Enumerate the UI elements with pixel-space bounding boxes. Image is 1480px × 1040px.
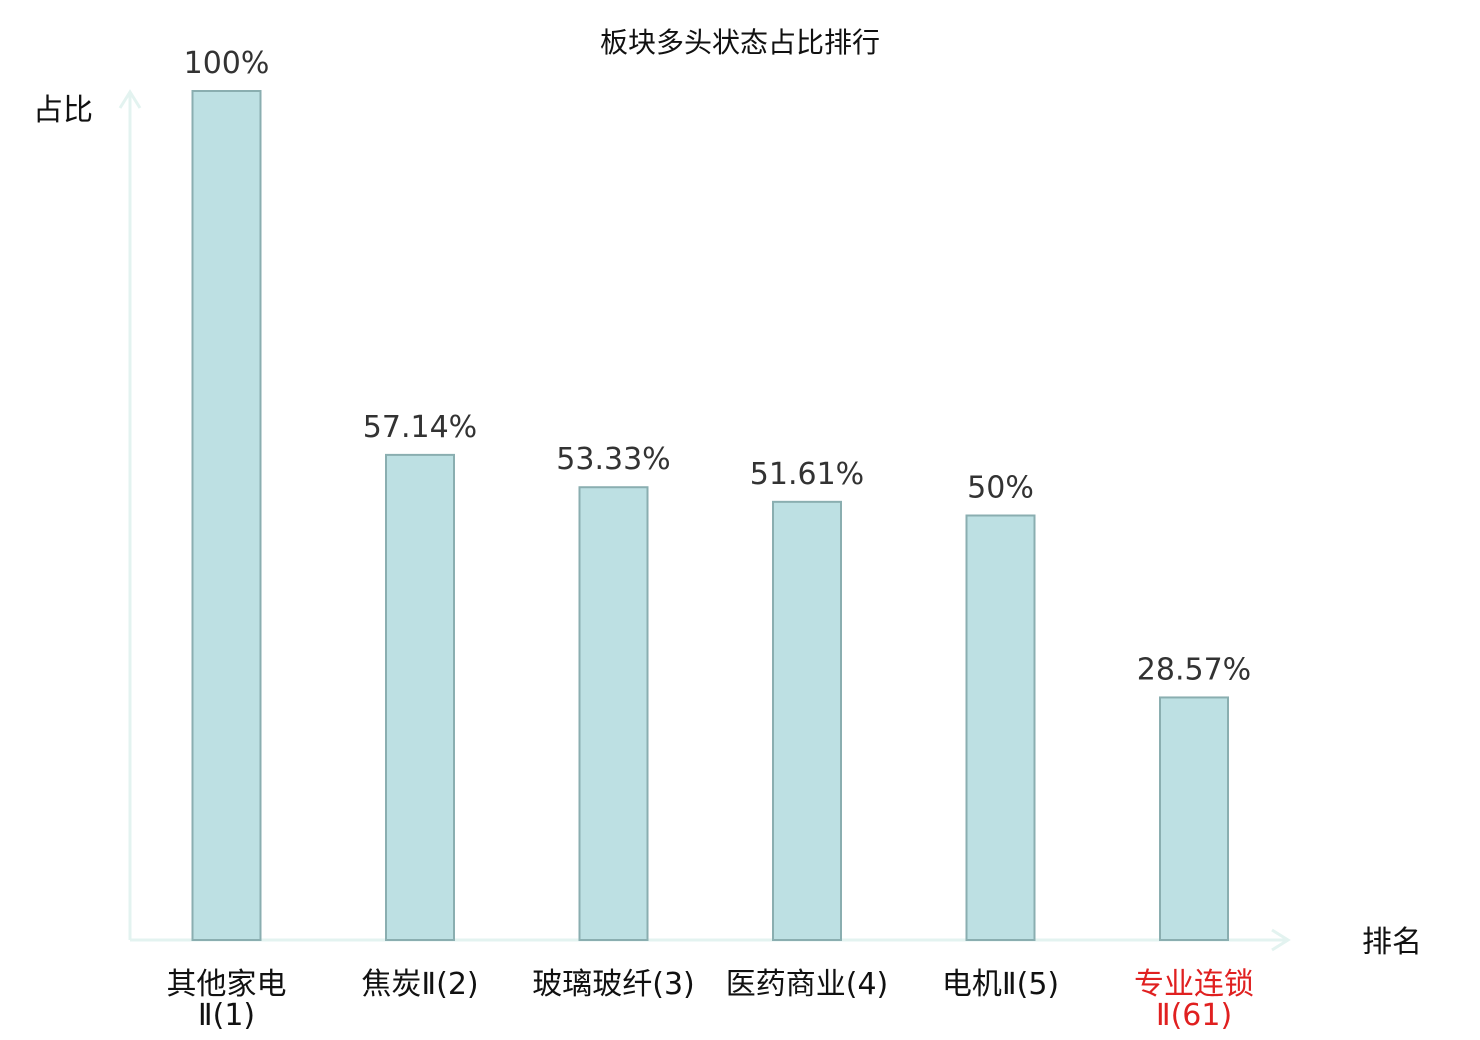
category-label-6: 专业连锁 xyxy=(1134,967,1254,1002)
category-label-5: 电机Ⅱ(5) xyxy=(942,967,1059,1002)
category-label-1: 其他家电 xyxy=(167,967,287,1002)
bar-2 xyxy=(385,453,455,941)
x-axis-arrow xyxy=(1271,928,1291,952)
bar-4 xyxy=(772,500,842,941)
value-label-2: 57.14% xyxy=(363,410,477,445)
y-axis-arrow xyxy=(118,89,142,109)
value-label-6: 28.57% xyxy=(1137,652,1251,687)
category-label-2: 焦炭Ⅱ(2) xyxy=(361,967,478,1002)
bar-3 xyxy=(578,486,649,941)
y-axis-label: 占比 xyxy=(33,93,93,128)
x-axis-label: 排名 xyxy=(1362,925,1422,960)
value-label-4: 51.61% xyxy=(750,457,864,492)
value-label-5: 50% xyxy=(967,471,1034,506)
bar-5 xyxy=(965,514,1036,941)
value-labels-group: 100% 57.14% 53.33% 51.61% 50% 28.57% xyxy=(184,46,1252,687)
chart-title: 板块多头状态占比排行 xyxy=(600,26,880,59)
value-label-3: 53.33% xyxy=(556,442,670,477)
bar-1 xyxy=(191,90,262,941)
bar-6 xyxy=(1159,696,1229,941)
axes xyxy=(118,89,1291,952)
value-label-1: 100% xyxy=(184,46,270,81)
category-label-4: 医药商业(4) xyxy=(726,967,889,1002)
category-label-1-line2: Ⅱ(1) xyxy=(198,998,255,1033)
bars-group xyxy=(191,90,1229,941)
category-label-3: 玻璃玻纤(3) xyxy=(532,967,695,1002)
category-label-6-line2: Ⅱ(61) xyxy=(1156,998,1232,1033)
